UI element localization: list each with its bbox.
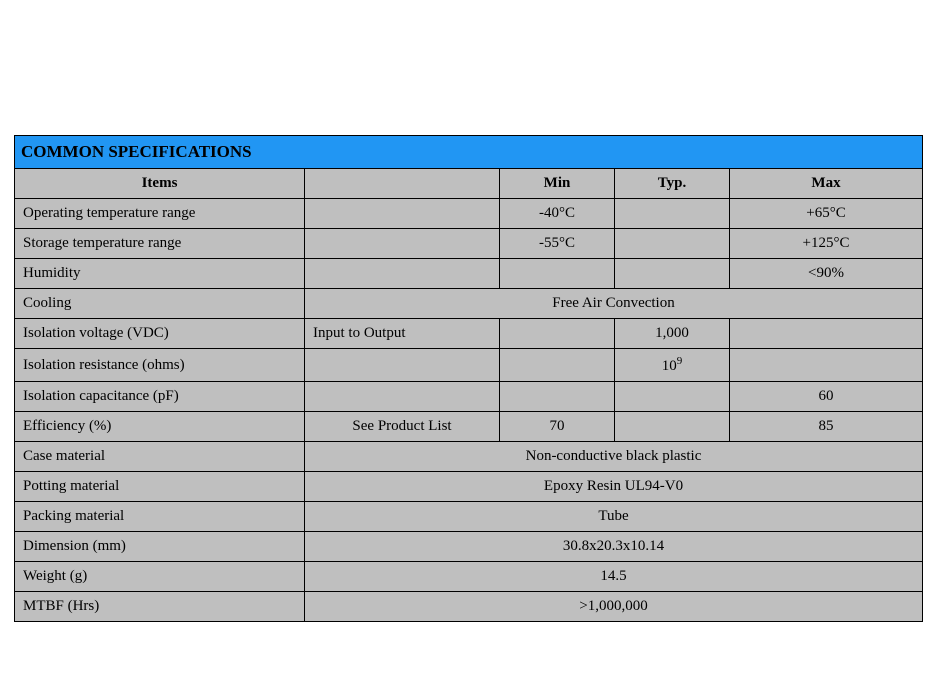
extra-efficiency: See Product List: [305, 412, 500, 442]
label-storage-temp: Storage temperature range: [15, 229, 305, 259]
min-storage-temp: -55°C: [500, 229, 615, 259]
min-iso-resistance: [500, 349, 615, 382]
label-potting-material: Potting material: [15, 472, 305, 502]
value-weight: 14.5: [305, 562, 923, 592]
extra-op-temp: [305, 199, 500, 229]
max-op-temp: +65°C: [730, 199, 923, 229]
label-op-temp: Operating temperature range: [15, 199, 305, 229]
row-case-material: Case material Non-conductive black plast…: [15, 442, 923, 472]
row-dimension: Dimension (mm) 30.8x20.3x10.14: [15, 532, 923, 562]
label-case-material: Case material: [15, 442, 305, 472]
max-iso-capacitance: 60: [730, 382, 923, 412]
label-weight: Weight (g): [15, 562, 305, 592]
max-storage-temp: +125°C: [730, 229, 923, 259]
row-iso-resistance: Isolation resistance (ohms) 109: [15, 349, 923, 382]
label-efficiency: Efficiency (%): [15, 412, 305, 442]
value-mtbf: >1,000,000: [305, 592, 923, 622]
header-items: Items: [15, 169, 305, 199]
label-iso-capacitance: Isolation capacitance (pF): [15, 382, 305, 412]
label-iso-voltage: Isolation voltage (VDC): [15, 319, 305, 349]
extra-storage-temp: [305, 229, 500, 259]
value-cooling: Free Air Convection: [305, 289, 923, 319]
table-header-row: Items Min Typ. Max: [15, 169, 923, 199]
row-cooling: Cooling Free Air Convection: [15, 289, 923, 319]
value-potting-material: Epoxy Resin UL94-V0: [305, 472, 923, 502]
typ-efficiency: [615, 412, 730, 442]
typ-humidity: [615, 259, 730, 289]
header-extra: [305, 169, 500, 199]
row-iso-capacitance: Isolation capacitance (pF) 60: [15, 382, 923, 412]
extra-humidity: [305, 259, 500, 289]
min-efficiency: 70: [500, 412, 615, 442]
row-op-temp: Operating temperature range -40°C +65°C: [15, 199, 923, 229]
min-op-temp: -40°C: [500, 199, 615, 229]
min-humidity: [500, 259, 615, 289]
typ-storage-temp: [615, 229, 730, 259]
table-title: COMMON SPECIFICATIONS: [15, 136, 923, 169]
row-efficiency: Efficiency (%) See Product List 70 85: [15, 412, 923, 442]
row-humidity: Humidity <90%: [15, 259, 923, 289]
label-iso-resistance: Isolation resistance (ohms): [15, 349, 305, 382]
row-packing-material: Packing material Tube: [15, 502, 923, 532]
header-max: Max: [730, 169, 923, 199]
row-weight: Weight (g) 14.5: [15, 562, 923, 592]
max-iso-resistance: [730, 349, 923, 382]
max-humidity: <90%: [730, 259, 923, 289]
value-case-material: Non-conductive black plastic: [305, 442, 923, 472]
label-humidity: Humidity: [15, 259, 305, 289]
max-iso-voltage: [730, 319, 923, 349]
header-min: Min: [500, 169, 615, 199]
extra-iso-voltage: Input to Output: [305, 319, 500, 349]
label-dimension: Dimension (mm): [15, 532, 305, 562]
row-iso-voltage: Isolation voltage (VDC) Input to Output …: [15, 319, 923, 349]
label-mtbf: MTBF (Hrs): [15, 592, 305, 622]
label-packing-material: Packing material: [15, 502, 305, 532]
specifications-table: COMMON SPECIFICATIONS Items Min Typ. Max…: [14, 135, 923, 622]
header-typ: Typ.: [615, 169, 730, 199]
typ-iso-voltage: 1,000: [615, 319, 730, 349]
value-packing-material: Tube: [305, 502, 923, 532]
extra-iso-resistance: [305, 349, 500, 382]
typ-op-temp: [615, 199, 730, 229]
typ-iso-resistance: 109: [615, 349, 730, 382]
typ-iso-capacitance: [615, 382, 730, 412]
extra-iso-capacitance: [305, 382, 500, 412]
row-potting-material: Potting material Epoxy Resin UL94-V0: [15, 472, 923, 502]
label-cooling: Cooling: [15, 289, 305, 319]
value-dimension: 30.8x20.3x10.14: [305, 532, 923, 562]
row-storage-temp: Storage temperature range -55°C +125°C: [15, 229, 923, 259]
table-title-row: COMMON SPECIFICATIONS: [15, 136, 923, 169]
min-iso-capacitance: [500, 382, 615, 412]
row-mtbf: MTBF (Hrs) >1,000,000: [15, 592, 923, 622]
max-efficiency: 85: [730, 412, 923, 442]
min-iso-voltage: [500, 319, 615, 349]
